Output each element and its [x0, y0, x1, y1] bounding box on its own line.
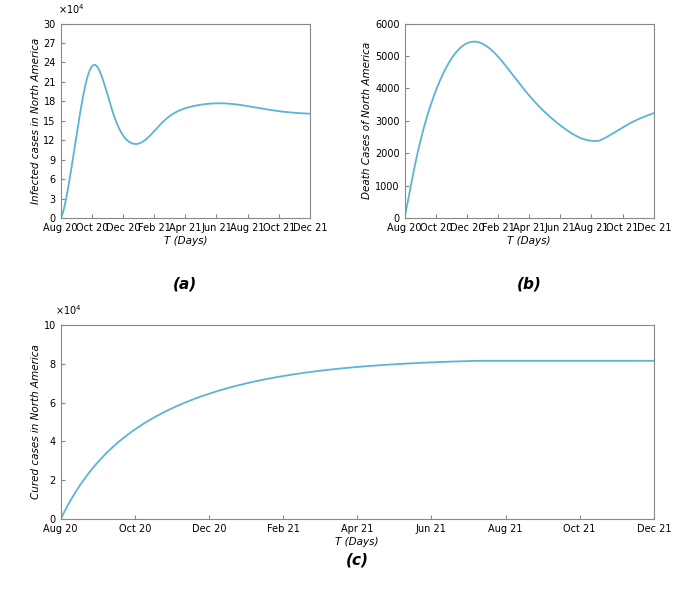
X-axis label: T (Days): T (Days) [336, 537, 379, 547]
Text: (c): (c) [346, 552, 369, 567]
Y-axis label: Death Cases of North America: Death Cases of North America [363, 42, 372, 199]
Text: $\times10^4$: $\times10^4$ [55, 303, 82, 317]
X-axis label: T (Days): T (Days) [164, 235, 207, 245]
X-axis label: T (Days): T (Days) [508, 235, 551, 245]
Text: (a): (a) [173, 276, 197, 291]
Text: $\times10^4$: $\times10^4$ [58, 2, 85, 16]
Text: (b): (b) [517, 276, 542, 291]
Y-axis label: Cured cases in North America: Cured cases in North America [31, 345, 40, 500]
Y-axis label: Infected cases in North America: Infected cases in North America [30, 38, 40, 204]
